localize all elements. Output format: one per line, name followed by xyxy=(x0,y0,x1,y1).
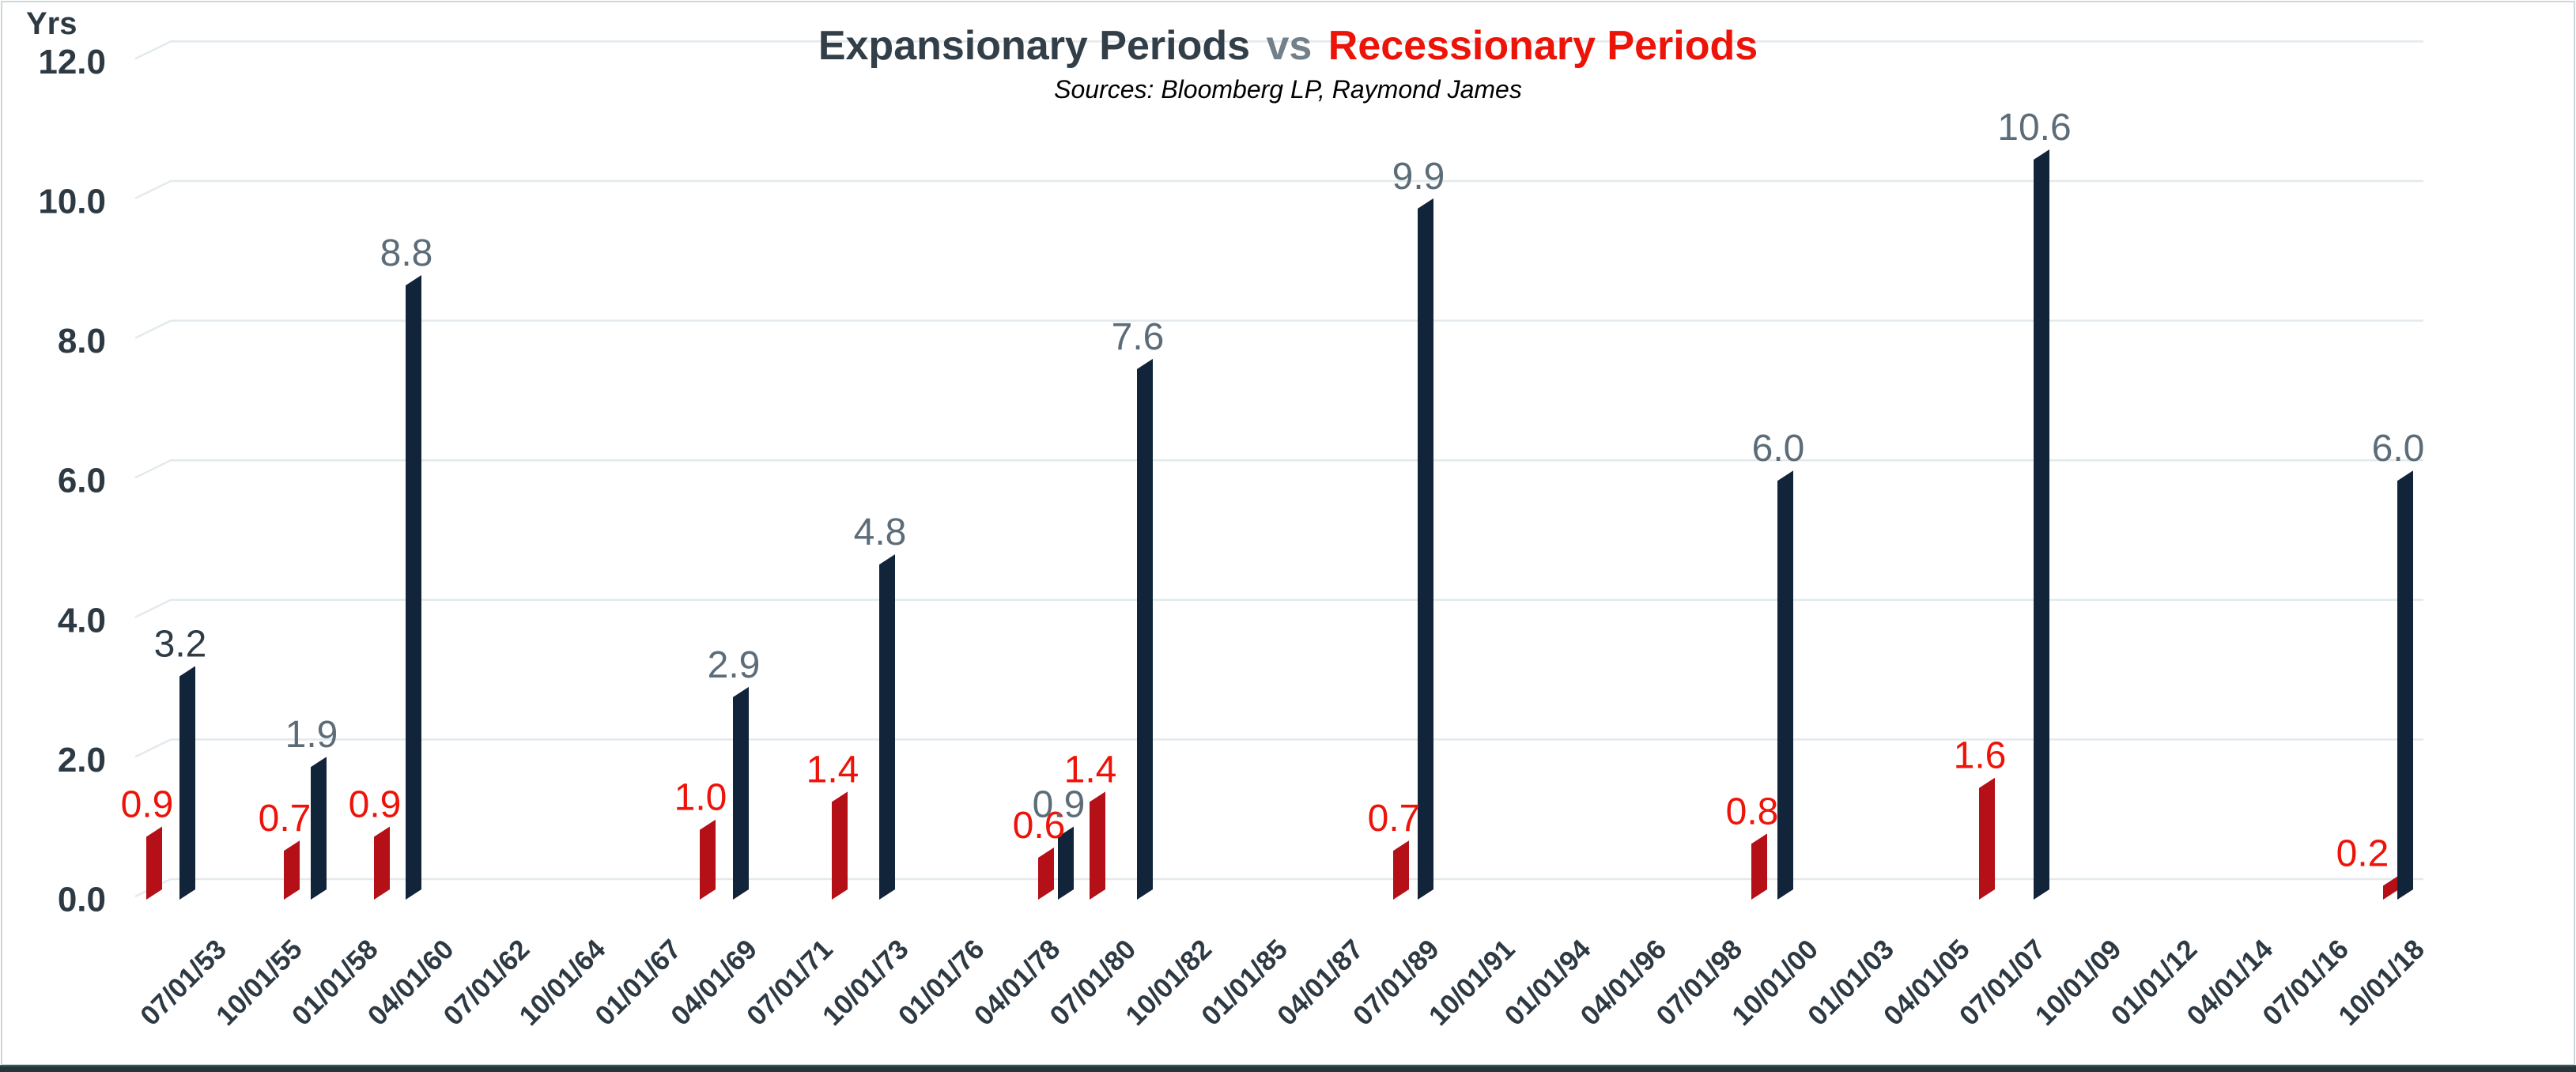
bar-label-expansion-4: 4.8 xyxy=(854,511,907,553)
y-tick-label-4.0: 4.0 xyxy=(58,601,106,640)
bar-label-recession-8: 0.8 xyxy=(1726,791,1779,832)
footer-strip xyxy=(0,1065,2576,1072)
bar-expansion-0 xyxy=(179,666,195,900)
bar-recession-8 xyxy=(1751,833,1767,900)
bar-label-recession-5: 0.6 xyxy=(1013,805,1066,847)
bar-recession-0 xyxy=(146,826,162,900)
bar-label-recession-7: 0.7 xyxy=(1368,798,1421,840)
y-axis-title: Yrs xyxy=(26,6,77,41)
bar-label-expansion-1: 1.9 xyxy=(285,714,338,756)
y-tick-label-10.0: 10.0 xyxy=(38,183,106,221)
title-recessionary: Recessionary Periods xyxy=(1328,23,1758,69)
title-vs: vs xyxy=(1266,23,1313,69)
bar-label-expansion-6: 7.6 xyxy=(1112,316,1165,358)
gridline-10.0 xyxy=(134,179,2423,200)
gridline-6.0 xyxy=(134,459,2423,479)
bar-label-expansion-2: 8.8 xyxy=(380,232,433,274)
y-tick-label-8.0: 8.0 xyxy=(58,322,106,360)
gridline-0.0 xyxy=(134,878,2423,898)
bar-recession-4 xyxy=(832,791,848,900)
bar-expansion-2 xyxy=(406,274,421,900)
bar-expansion-10 xyxy=(2397,470,2413,900)
bar-recession-2 xyxy=(374,826,390,900)
bar-label-expansion-7: 9.9 xyxy=(1392,156,1445,198)
bar-recession-6 xyxy=(1090,791,1105,900)
gridline-2.0 xyxy=(134,738,2423,758)
bar-expansion-8 xyxy=(1777,470,1793,900)
chart-subtitle: Sources: Bloomberg LP, Raymond James xyxy=(1054,75,1522,104)
bar-label-recession-0: 0.9 xyxy=(121,784,174,826)
bar-recession-9 xyxy=(1979,777,1995,900)
bar-recession-1 xyxy=(284,840,300,900)
bar-label-recession-2: 0.9 xyxy=(349,784,402,826)
bar-recession-10 xyxy=(2383,875,2399,900)
y-tick-label-6.0: 6.0 xyxy=(58,462,106,500)
bar-recession-5 xyxy=(1038,847,1054,900)
bar-label-expansion-5: 0.9 xyxy=(1033,784,1086,826)
bar-label-recession-10: 0.2 xyxy=(2336,832,2389,874)
y-tick-label-2.0: 2.0 xyxy=(58,741,106,779)
y-tick-label-0.0: 0.0 xyxy=(58,881,106,919)
bar-expansion-3 xyxy=(733,686,749,900)
bar-label-recession-4: 1.4 xyxy=(806,749,859,791)
bar-expansion-9 xyxy=(2034,149,2049,900)
gridline-4.0 xyxy=(134,598,2423,618)
bar-label-recession-9: 1.6 xyxy=(1954,735,2007,777)
bar-label-recession-1: 0.7 xyxy=(259,798,312,840)
bar-label-expansion-9: 10.6 xyxy=(1997,107,2071,149)
bar-expansion-1 xyxy=(311,757,327,900)
bar-expansion-5 xyxy=(1058,826,1074,900)
chart-title: Expansionary Periods vs Recessionary Per… xyxy=(0,23,2576,69)
gridline-8.0 xyxy=(134,319,2423,339)
y-tick-label-12.0: 12.0 xyxy=(38,43,106,81)
bar-expansion-6 xyxy=(1137,358,1153,900)
bar-label-expansion-0: 3.2 xyxy=(154,623,207,665)
gridline-12.0 xyxy=(134,40,2423,60)
bar-label-recession-6: 1.4 xyxy=(1064,749,1117,791)
bar-label-expansion-8: 6.0 xyxy=(1752,428,1805,470)
bar-label-recession-3: 1.0 xyxy=(674,777,727,819)
bar-expansion-4 xyxy=(879,554,895,900)
title-expansionary: Expansionary Periods xyxy=(818,23,1251,69)
bar-recession-7 xyxy=(1393,840,1409,900)
bar-expansion-7 xyxy=(1418,198,1433,900)
bar-recession-3 xyxy=(700,819,716,900)
bar-label-expansion-10: 6.0 xyxy=(2372,428,2425,470)
bar-label-expansion-3: 2.9 xyxy=(708,644,761,686)
